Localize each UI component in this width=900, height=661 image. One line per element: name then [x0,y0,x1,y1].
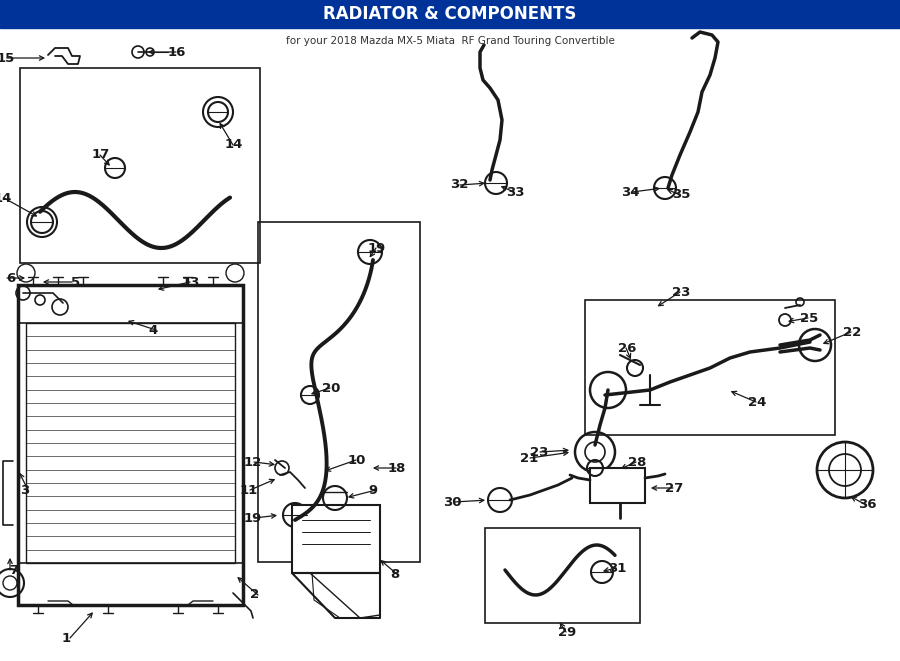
Text: 33: 33 [506,186,525,198]
Text: 7: 7 [9,563,18,576]
Text: 9: 9 [368,483,377,496]
Text: 4: 4 [148,323,157,336]
Text: 14: 14 [225,139,243,151]
Text: 32: 32 [450,178,468,192]
Text: 23: 23 [529,446,548,459]
Text: 16: 16 [168,46,186,59]
Text: 8: 8 [390,568,400,582]
Text: 31: 31 [608,561,626,574]
Text: RADIATOR & COMPONENTS: RADIATOR & COMPONENTS [323,5,577,23]
Text: 29: 29 [558,625,576,639]
Bar [585,300,835,435]
Text: 23: 23 [672,286,690,299]
Bar [18,285,243,323]
Text: 35: 35 [672,188,690,202]
Text: 5: 5 [71,276,80,288]
Text: 13: 13 [182,276,201,288]
Text: 22: 22 [843,325,861,338]
Text: 28: 28 [628,455,646,469]
Bar [18,285,243,605]
Text: 12: 12 [244,455,262,469]
Text: 25: 25 [800,311,818,325]
Text: 26: 26 [618,342,636,354]
Text: 30: 30 [444,496,462,508]
Text: 19: 19 [244,512,262,524]
Text: 15: 15 [0,52,15,65]
Text: for your 2018 Mazda MX-5 Miata  RF Grand Touring Convertible: for your 2018 Mazda MX-5 Miata RF Grand … [285,36,615,46]
Text: 3: 3 [20,483,29,496]
Bar [258,222,420,562]
Text: 14: 14 [0,192,12,204]
Bar [292,505,380,573]
Text: 10: 10 [348,453,366,467]
Bar [0,0,900,28]
Text: 20: 20 [322,381,340,395]
Bar [590,468,645,503]
Text: 17: 17 [92,149,110,161]
Text: 1: 1 [62,631,71,644]
Text: 18: 18 [388,461,407,475]
Bar [26,323,235,563]
Bar [485,528,640,623]
Text: 27: 27 [665,481,683,494]
Text: 24: 24 [748,395,767,408]
Text: 6: 6 [5,272,15,284]
Text: 34: 34 [622,186,640,198]
Text: 19: 19 [368,241,386,254]
Text: 11: 11 [239,483,258,496]
Bar [18,563,243,605]
Text: 21: 21 [520,451,538,465]
Bar [20,68,260,263]
Text: 2: 2 [250,588,259,602]
Text: 36: 36 [858,498,877,512]
